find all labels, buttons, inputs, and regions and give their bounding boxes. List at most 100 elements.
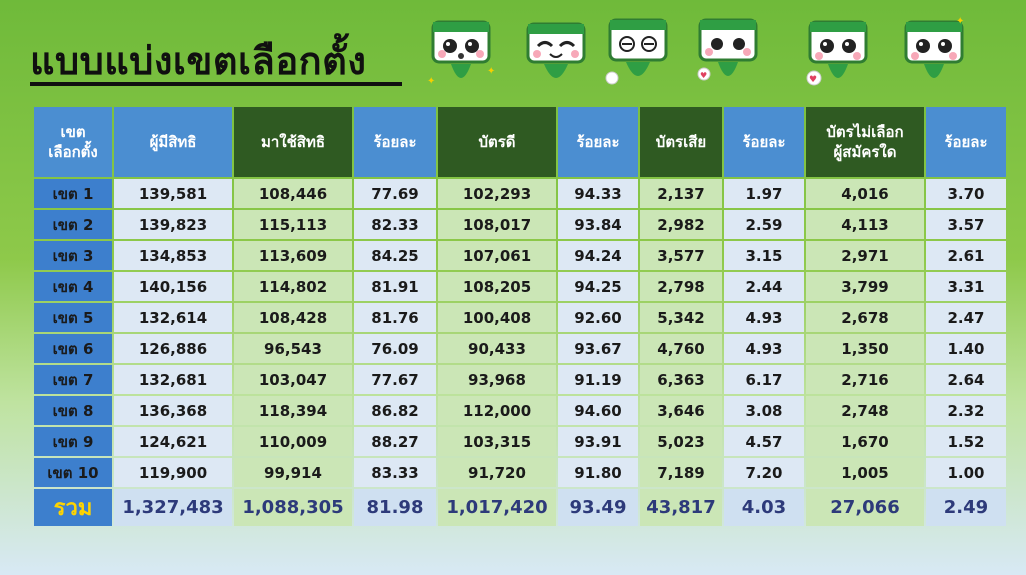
mascot-dizzy-icon <box>605 18 668 85</box>
turnout-cell: 114,802 <box>234 272 352 301</box>
no-vote-cell: 1,350 <box>806 334 924 363</box>
pct-no-vote-cell: 3.57 <box>926 210 1006 239</box>
good-ballots-cell: 102,293 <box>438 179 556 208</box>
eligible-cell: 126,886 <box>114 334 232 363</box>
table-row: เขต 7 132,681 103,047 77.67 93,968 91.19 6,363… <box>34 365 1006 394</box>
eligible-cell: 134,853 <box>114 241 232 270</box>
pct-good-cell: 91.80 <box>558 458 638 487</box>
spoiled-cell: 5,342 <box>640 303 722 332</box>
pct-good-cell: 91.19 <box>558 365 638 394</box>
table-row: เขต 2 139,823 115,113 82.33 108,017 93.84 2,98… <box>34 210 1006 239</box>
good-ballots-cell: 103,315 <box>438 427 556 456</box>
pct-turnout-cell: 83.33 <box>354 458 436 487</box>
pct-turnout-cell: 81.91 <box>354 272 436 301</box>
pct-turnout-cell: 77.69 <box>354 179 436 208</box>
mascot-surprised-icon: ✦✦ <box>427 20 495 87</box>
good-ballots-cell: 93,968 <box>438 365 556 394</box>
turnout-cell: 110,009 <box>234 427 352 456</box>
eligible-cell: 132,681 <box>114 365 232 394</box>
pct-no-vote-cell: 2.32 <box>926 396 1006 425</box>
no-vote-cell: 2,748 <box>806 396 924 425</box>
no-vote-cell: 2,716 <box>806 365 924 394</box>
district-cell: เขต 10 <box>34 458 112 487</box>
no-vote-cell: 2,971 <box>806 241 924 270</box>
table-row: เขต 5 132,614 108,428 81.76 100,408 92.60 5,34… <box>34 303 1006 332</box>
pct-good-cell: 92.60 <box>558 303 638 332</box>
pct-turnout-cell: 88.27 <box>354 427 436 456</box>
district-cell: เขต 2 <box>34 210 112 239</box>
total-pct-spoiled-cell: 4.03 <box>724 489 804 526</box>
pct-spoiled-cell: 2.59 <box>724 210 804 239</box>
header-no-vote-line2: ผู้สมัครใด <box>833 143 897 161</box>
svg-text:♥: ♥ <box>700 71 707 80</box>
turnout-cell: 99,914 <box>234 458 352 487</box>
pct-no-vote-cell: 1.00 <box>926 458 1006 487</box>
svg-text:♥: ♥ <box>809 75 817 85</box>
table-row: เขต 8 136,368 118,394 86.82 112,000 94.60 3,64… <box>34 396 1006 425</box>
mascot-cheer-icon: ✦ <box>904 16 964 78</box>
pct-spoiled-cell: 7.20 <box>724 458 804 487</box>
header-good-ballots: บัตรดี <box>438 107 556 177</box>
mascot-love-icon: ♥ <box>806 20 868 86</box>
spoiled-cell: 7,189 <box>640 458 722 487</box>
pct-good-cell: 93.91 <box>558 427 638 456</box>
total-no-vote-cell: 27,066 <box>806 489 924 526</box>
total-turnout-cell: 1,088,305 <box>234 489 352 526</box>
eligible-cell: 136,368 <box>114 396 232 425</box>
pct-no-vote-cell: 2.47 <box>926 303 1006 332</box>
pct-good-cell: 93.84 <box>558 210 638 239</box>
mascot-heart-icon: ♥ <box>697 18 758 81</box>
table-body: เขต 1 139,581 108,446 77.69 102,293 94.33 2,13… <box>34 179 1006 526</box>
good-ballots-cell: 100,408 <box>438 303 556 332</box>
header-spoiled: บัตรเสีย <box>640 107 722 177</box>
pct-turnout-cell: 86.82 <box>354 396 436 425</box>
no-vote-cell: 4,016 <box>806 179 924 208</box>
table-row: เขต 10 119,900 99,914 83.33 91,720 91.80 7,189… <box>34 458 1006 487</box>
pct-no-vote-cell: 2.64 <box>926 365 1006 394</box>
header-eligible: ผู้มีสิทธิ <box>114 107 232 177</box>
table-row: เขต 9 124,621 110,009 88.27 103,315 93.91 5,02… <box>34 427 1006 456</box>
header-district-line1: เขต <box>60 122 86 141</box>
pct-spoiled-cell: 1.97 <box>724 179 804 208</box>
table-row: เขต 1 139,581 108,446 77.69 102,293 94.33 2,13… <box>34 179 1006 208</box>
eligible-cell: 132,614 <box>114 303 232 332</box>
turnout-cell: 118,394 <box>234 396 352 425</box>
header-pct-spoiled: ร้อยละ <box>724 107 804 177</box>
header-pct-good: ร้อยละ <box>558 107 638 177</box>
good-ballots-cell: 90,433 <box>438 334 556 363</box>
title-underline <box>30 82 402 86</box>
eligible-cell: 139,823 <box>114 210 232 239</box>
good-ballots-cell: 91,720 <box>438 458 556 487</box>
no-vote-cell: 3,799 <box>806 272 924 301</box>
good-ballots-cell: 108,017 <box>438 210 556 239</box>
total-good-ballots-cell: 1,017,420 <box>438 489 556 526</box>
spoiled-cell: 2,982 <box>640 210 722 239</box>
header-district: เขต เลือกตั้ง <box>34 107 112 177</box>
no-vote-cell: 2,678 <box>806 303 924 332</box>
svg-text:✦: ✦ <box>956 16 964 27</box>
turnout-cell: 113,609 <box>234 241 352 270</box>
good-ballots-cell: 112,000 <box>438 396 556 425</box>
district-cell: เขต 1 <box>34 179 112 208</box>
pct-turnout-cell: 76.09 <box>354 334 436 363</box>
district-cell: เขต 7 <box>34 365 112 394</box>
district-cell: เขต 4 <box>34 272 112 301</box>
pct-spoiled-cell: 3.08 <box>724 396 804 425</box>
turnout-cell: 115,113 <box>234 210 352 239</box>
pct-good-cell: 93.67 <box>558 334 638 363</box>
pct-turnout-cell: 82.33 <box>354 210 436 239</box>
pct-good-cell: 94.60 <box>558 396 638 425</box>
table-row: เขต 3 134,853 113,609 84.25 107,061 94.24 3,57… <box>34 241 1006 270</box>
total-pct-no-vote-cell: 2.49 <box>926 489 1006 526</box>
district-cell: เขต 5 <box>34 303 112 332</box>
header-turnout: มาใช้สิทธิ <box>234 107 352 177</box>
header-district-line2: เลือกตั้ง <box>48 143 98 161</box>
no-vote-cell: 1,005 <box>806 458 924 487</box>
eligible-cell: 124,621 <box>114 427 232 456</box>
spoiled-cell: 4,760 <box>640 334 722 363</box>
pct-no-vote-cell: 1.52 <box>926 427 1006 456</box>
pct-turnout-cell: 84.25 <box>354 241 436 270</box>
pct-good-cell: 94.24 <box>558 241 638 270</box>
pct-spoiled-cell: 6.17 <box>724 365 804 394</box>
header-pct-turnout: ร้อยละ <box>354 107 436 177</box>
